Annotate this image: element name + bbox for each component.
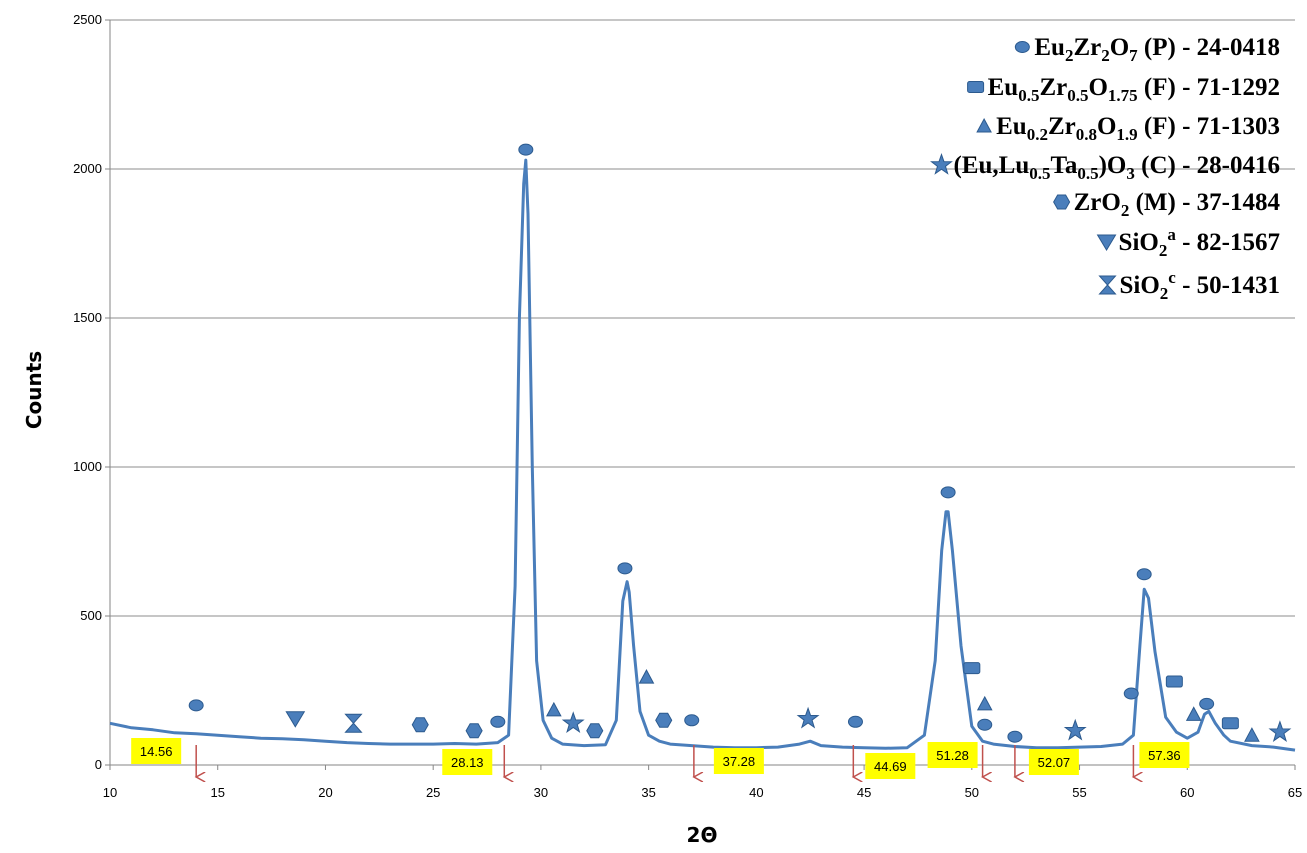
legend-hexagon-icon [1053,194,1071,210]
legend-star-icon [930,152,953,175]
circle-marker-5 [847,715,863,728]
y-tick-label-1: 500 [80,608,102,623]
peak-box-bg-0 [131,738,182,764]
series-line-0 [109,158,1296,752]
x-tick-labels: 10 15 20 25 30 35 40 45 50 55 60 65 [103,765,1302,800]
legend-label-2: Eu0.2Zr0.8O1.9 (F) - 71-1303 [996,113,1280,144]
legend-triangle-down-icon [1096,234,1117,251]
x-tick-label-7: 45 [857,785,871,800]
triangle-down-marker-28 [285,711,306,728]
circle-marker-6 [940,486,956,499]
legend-label-1: Eu0.5Zr0.5O1.75 (F) - 71-1292 [988,74,1280,105]
triangle-marker-19 [1244,727,1260,742]
circle-marker-9 [1123,687,1139,700]
y-tick-label-3: 1500 [73,310,102,325]
circle-marker-10 [1136,568,1152,581]
circle-marker-2 [518,143,534,156]
rect-marker-12 [963,662,981,675]
hexagon-marker-25 [465,723,483,739]
peak-box-bg-4 [927,742,978,768]
hexagon-marker-27 [655,712,673,728]
x-tick-label-5: 35 [641,785,655,800]
y-tick-label-5: 2500 [73,12,102,27]
peak-label-5: 52.07 [1038,755,1071,770]
triangle-marker-15 [545,701,562,717]
circle-marker-4 [684,714,700,727]
x-tick-label-11: 65 [1288,785,1302,800]
legend-hourglass-icon [1098,275,1117,295]
x-tick-label-4: 30 [534,785,548,800]
circle-marker-3 [617,562,633,575]
peak-label-6: 57.36 [1148,748,1181,763]
peak-box-bg-2 [713,748,764,774]
circle-marker-7 [977,718,993,731]
legend-circle-icon [1014,41,1030,53]
legend-label-5: SiO2a - 82-1567 [1119,225,1280,260]
x-axis-title: 2Θ [687,823,718,847]
y-tick-labels: 0 500 1000 1500 2000 2500 [73,12,110,772]
peak-box-1: 28.13 [442,749,493,775]
x-tick-label-8: 50 [965,785,979,800]
x-tick-label-1: 15 [210,785,224,800]
peak-annotations: 14.56 28.13 37.28 44.69 51.28 52.07 57.36 [131,738,1190,779]
hourglass-marker-29 [344,713,363,733]
circle-marker-8 [1007,730,1023,743]
series-layer [109,158,1296,752]
star-marker-20 [561,711,585,734]
peak-label-4: 51.28 [936,748,969,763]
y-axis-title: Counts [22,351,46,429]
triangle-marker-18 [1185,706,1202,721]
legend-label-3: (Eu,Lu0.5Ta0.5)O3 (C) - 28-0416 [953,152,1280,183]
rect-marker-14 [1221,717,1239,730]
axes [109,20,1295,766]
legend-triangle-icon [976,117,992,133]
peak-box-bg-6 [1139,742,1190,768]
legend-rect-icon [967,81,985,93]
hexagon-marker-24 [411,717,429,733]
peak-box-2: 37.28 [713,748,764,774]
peak-box-bg-3 [865,753,916,779]
legend: Eu2Zr2O7 (P) - 24-0418 Eu0.5Zr0.5O1.75 (F… [930,34,1281,303]
peak-box-6: 57.36 [1139,742,1190,768]
peak-box-3: 44.69 [865,753,916,779]
peak-label-3: 44.69 [874,759,907,774]
gridlines [110,19,1295,617]
peak-markers [188,143,1292,743]
star-marker-21 [796,706,820,729]
peak-box-0: 14.56 [131,738,182,764]
peak-box-bg-1 [442,749,493,775]
triangle-marker-17 [976,695,993,711]
peak-box-bg-5 [1028,749,1079,775]
x-tick-label-3: 25 [426,785,440,800]
legend-label-0: Eu2Zr2O7 (P) - 24-0418 [1034,34,1280,65]
rect-marker-13 [1165,675,1183,688]
peak-label-0: 14.56 [140,744,173,759]
x-tick-label-2: 20 [318,785,332,800]
x-tick-label-10: 60 [1180,785,1194,800]
x-tick-label-0: 10 [103,785,117,800]
circle-marker-11 [1199,697,1215,710]
legend-label-4: ZrO2 (M) - 37-1484 [1074,189,1281,220]
hexagon-marker-26 [586,723,604,739]
y-tick-label-4: 2000 [73,161,102,176]
legend-label-6: SiO2c - 50-1431 [1120,268,1281,303]
star-marker-22 [1063,718,1087,741]
x-tick-label-9: 55 [1072,785,1086,800]
x-tick-label-6: 40 [749,785,763,800]
peak-label-1: 28.13 [451,755,484,770]
peak-label-2: 37.28 [723,754,756,769]
peak-box-4: 51.28 [927,742,978,768]
star-marker-23 [1268,720,1292,742]
y-tick-label-0: 0 [95,757,102,772]
peak-box-5: 52.07 [1028,749,1079,775]
circle-marker-0 [188,699,204,712]
circle-marker-1 [490,715,506,728]
y-tick-label-2: 1000 [73,459,102,474]
triangle-marker-16 [638,669,655,684]
